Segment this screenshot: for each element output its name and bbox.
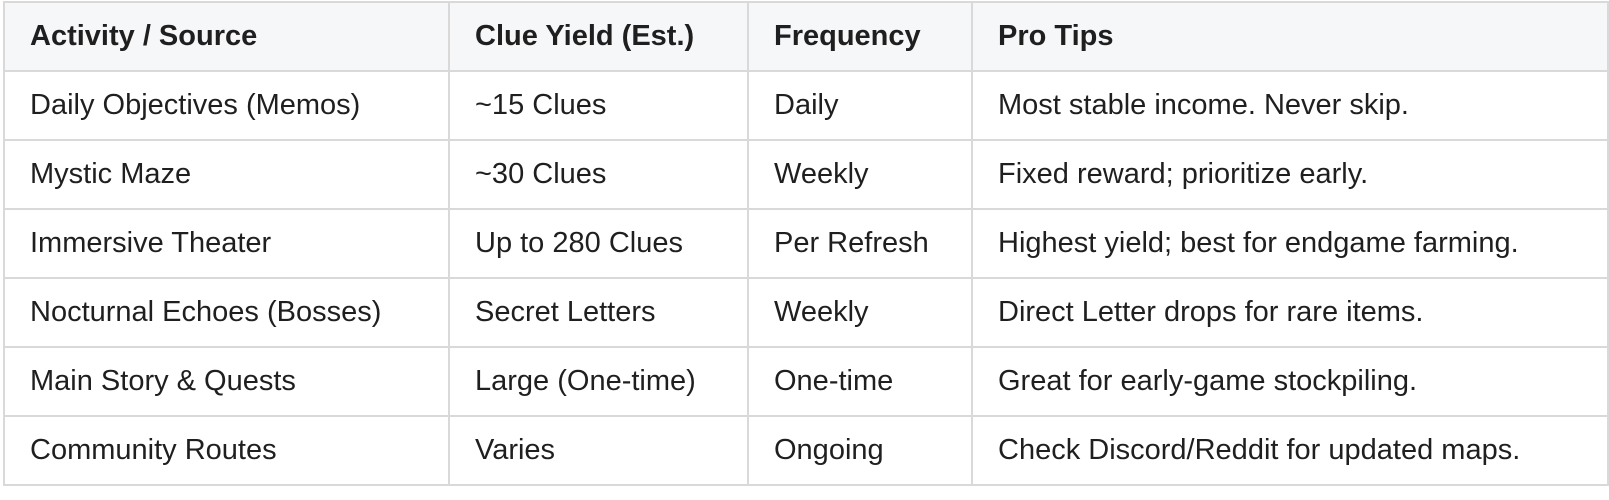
- cell-activity: Immersive Theater: [3, 208, 450, 279]
- cell-activity: Community Routes: [3, 415, 450, 486]
- table-row: Main Story & Quests Large (One-time) One-t…: [3, 346, 1609, 417]
- cell-pro-tips: Most stable income. Never skip.: [971, 70, 1609, 141]
- cell-pro-tips: Highest yield; best for endgame farming.: [971, 208, 1609, 279]
- cell-frequency: Weekly: [747, 139, 973, 210]
- cell-pro-tips: Direct Letter drops for rare items.: [971, 277, 1609, 348]
- header-pro-tips: Pro Tips: [971, 1, 1609, 72]
- cell-frequency: Ongoing: [747, 415, 973, 486]
- cell-clue-yield: Varies: [448, 415, 749, 486]
- table-row: Community Routes Varies Ongoing Check Disco…: [3, 415, 1609, 486]
- cell-clue-yield: ~15 Clues: [448, 70, 749, 141]
- header-clue-yield: Clue Yield (Est.): [448, 1, 749, 72]
- table-row: Daily Objectives (Memos) ~15 Clues Daily Mo…: [3, 70, 1609, 141]
- header-frequency: Frequency: [747, 1, 973, 72]
- cell-activity: Nocturnal Echoes (Bosses): [3, 277, 450, 348]
- cell-activity: Main Story & Quests: [3, 346, 450, 417]
- cell-activity: Mystic Maze: [3, 139, 450, 210]
- cell-frequency: Per Refresh: [747, 208, 973, 279]
- table-header-row: Activity / Source Clue Yield (Est.) Freq…: [3, 1, 1609, 72]
- table-row: Immersive Theater Up to 280 Clues Per Refr…: [3, 208, 1609, 279]
- table-row: Mystic Maze ~30 Clues Weekly Fixed reward; …: [3, 139, 1609, 210]
- table-row: Nocturnal Echoes (Bosses) Secret Letters W…: [3, 277, 1609, 348]
- cell-clue-yield: Up to 280 Clues: [448, 208, 749, 279]
- cell-frequency: Weekly: [747, 277, 973, 348]
- cell-pro-tips: Great for early-game stockpiling.: [971, 346, 1609, 417]
- cell-clue-yield: ~30 Clues: [448, 139, 749, 210]
- cell-clue-yield: Large (One-time): [448, 346, 749, 417]
- cell-frequency: Daily: [747, 70, 973, 141]
- clue-sources-table: Activity / Source Clue Yield (Est.) Freq…: [3, 1, 1609, 486]
- cell-pro-tips: Fixed reward; prioritize early.: [971, 139, 1609, 210]
- cell-pro-tips: Check Discord/Reddit for updated maps.: [971, 415, 1609, 486]
- cell-activity: Daily Objectives (Memos): [3, 70, 450, 141]
- header-activity: Activity / Source: [3, 1, 450, 72]
- cell-clue-yield: Secret Letters: [448, 277, 749, 348]
- cell-frequency: One-time: [747, 346, 973, 417]
